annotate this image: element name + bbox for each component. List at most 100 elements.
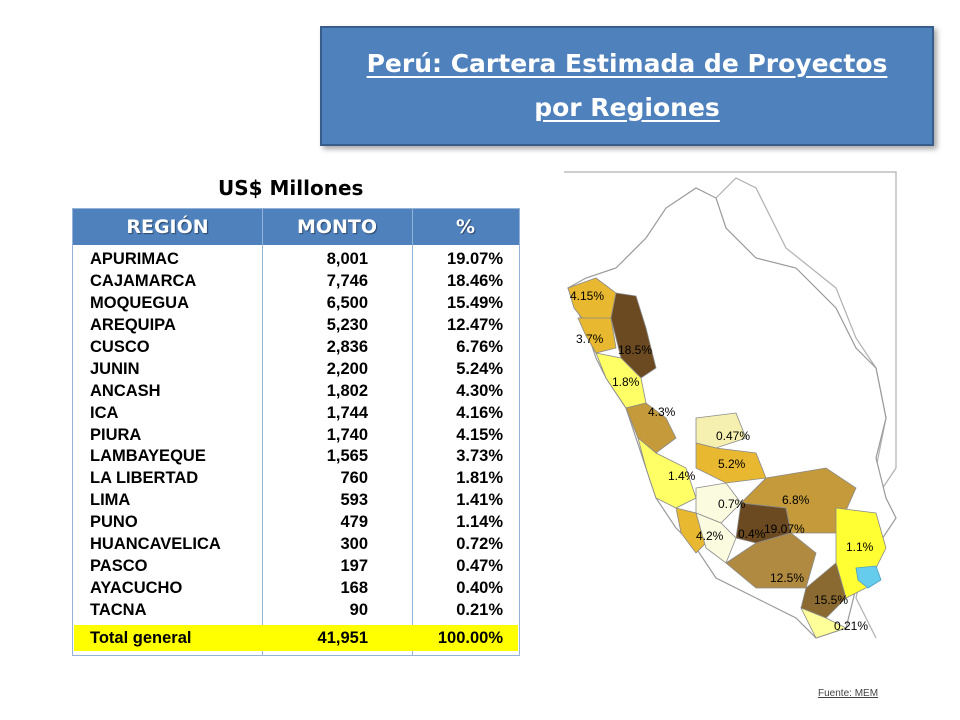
region-cell: LAMBAYEQUE [90, 447, 206, 466]
table-row: LA LIBERTAD 760 1.81% [73, 468, 519, 490]
title-line-2: por Regiones [534, 93, 720, 122]
region-lambayeque [577, 317, 617, 354]
region-cell: ANCASH [90, 381, 161, 400]
region-ayacucho [695, 512, 737, 564]
region-cell: CAJAMARCA [90, 272, 197, 291]
table-row: TACNA 90 0.21% [73, 599, 519, 621]
percent-cell: 0.72% [456, 535, 503, 554]
region-ica [675, 507, 707, 554]
total-row: Total general 41,951 100.00% [74, 625, 518, 651]
percent-cell: 5.24% [456, 359, 503, 378]
map-label-cusco: 6.8% [782, 493, 810, 507]
map-label-ayacucho: 0.4% [738, 527, 766, 541]
region-lima [637, 436, 697, 509]
table-row: PIURA 1,740 4.15% [73, 424, 519, 446]
peru-region-map: 4.15% 3.7% 18.5% 1.8% 4.3% 0.47% 5.2% 1.… [564, 171, 897, 639]
region-cell: CUSCO [90, 338, 150, 356]
region-pasco [695, 412, 747, 449]
units-label: US$ Millones [218, 176, 364, 200]
column-divider [412, 209, 413, 655]
table-row: JUNIN 2,200 5.24% [73, 358, 519, 380]
monto-cell: 593 [340, 491, 368, 510]
percent-cell: 0.47% [456, 556, 503, 575]
monto-cell: 2,836 [326, 338, 368, 356]
header-region: REGIÓN [126, 216, 209, 238]
map-label-puno: 1.1% [846, 540, 874, 554]
table-row: ANCASH 1,802 4.30% [73, 380, 519, 402]
total-label: Total general [90, 628, 192, 647]
monto-cell: 90 [349, 600, 368, 619]
monto-cell: 6,500 [326, 294, 368, 313]
lake-titicaca-icon [855, 565, 882, 589]
monto-cell: 2,200 [326, 359, 368, 378]
map-label-tacna: 0.21% [834, 619, 868, 633]
table-row: CUSCO 2,836 6.76% [73, 337, 519, 359]
region-cusco [740, 467, 857, 534]
title-box: Perú: Cartera Estimada de Proyectos por … [320, 26, 934, 146]
region-cell: MOQUEGUA [90, 294, 189, 313]
table-row: MOQUEGUA 6,500 15.49% [73, 293, 519, 315]
percent-cell: 1.14% [456, 513, 503, 532]
region-arequipa [725, 532, 817, 589]
map-label-moquegua: 15.5% [814, 593, 848, 607]
region-cell: ICA [90, 403, 119, 422]
map-label-la-libertad: 1.8% [612, 375, 640, 389]
region-cajamarca [610, 292, 657, 379]
table-row: APURIMAC 8,001 19.07% [73, 249, 519, 271]
map-label-cajamarca: 18.5% [618, 343, 652, 357]
monto-cell: 5,230 [326, 316, 368, 335]
region-cell: PIURA [90, 425, 142, 444]
table-body: APURIMAC 8,001 19.07% CAJAMARCA 7,746 18.46% M… [73, 249, 519, 621]
monto-cell: 1,740 [326, 425, 368, 444]
region-cell: PUNO [90, 513, 138, 532]
region-cell: JUNIN [90, 359, 140, 378]
table-row: PUNO 479 1.14% [73, 512, 519, 534]
region-cell: PASCO [90, 556, 148, 575]
table-row: CAJAMARCA 7,746 18.46% [73, 271, 519, 293]
map-label-pasco: 0.47% [716, 429, 750, 443]
header-monto: MONTO [296, 216, 378, 238]
percent-cell: 15.49% [447, 294, 503, 313]
percent-cell: 18.46% [447, 272, 503, 291]
map-label-arequipa: 12.5% [770, 571, 804, 585]
table-row: AYACUCHO 168 0.40% [73, 577, 519, 599]
table-row: LIMA 593 1.41% [73, 490, 519, 512]
table-header: REGIÓN MONTO % [73, 209, 519, 245]
region-cell: LIMA [90, 491, 131, 510]
title-line-1: Perú: Cartera Estimada de Proyectos [366, 49, 888, 78]
map-label-apurimac: 19.07% [764, 522, 805, 536]
percent-cell: 3.73% [456, 447, 503, 466]
region-cell: AYACUCHO [90, 578, 183, 597]
total-percent: 100.00% [437, 628, 503, 647]
percent-cell: 0.21% [456, 600, 503, 619]
map-label-lima: 1.4% [668, 469, 696, 483]
column-divider [262, 209, 263, 655]
region-cell: AREQUIPA [90, 316, 176, 335]
region-cell: HUANCAVELICA [90, 535, 221, 554]
percent-cell: 1.81% [456, 469, 503, 488]
monto-cell: 8,001 [326, 250, 368, 269]
percent-cell: 4.15% [456, 425, 503, 444]
map-label-ica: 4.2% [696, 529, 724, 543]
region-tacna [800, 607, 848, 639]
monto-cell: 1,565 [326, 447, 368, 466]
map-label-junin: 5.2% [718, 457, 746, 471]
percent-cell: 4.30% [456, 381, 503, 400]
region-cell: TACNA [90, 600, 147, 619]
header-percent: % [455, 216, 476, 238]
percent-cell: 0.40% [456, 578, 503, 597]
percent-cell: 12.47% [447, 316, 503, 335]
region-moquegua [800, 562, 847, 619]
monto-cell: 1,802 [326, 381, 368, 400]
monto-cell: 479 [340, 513, 368, 532]
percent-cell: 1.41% [456, 491, 503, 510]
table-row: LAMBAYEQUE 1,565 3.73% [73, 446, 519, 468]
source-link[interactable]: Fuente: MEM [818, 688, 879, 699]
map-label-ancash: 4.3% [648, 405, 676, 419]
monto-cell: 1,744 [326, 403, 368, 422]
total-monto: 41,951 [317, 628, 368, 647]
monto-cell: 300 [340, 535, 368, 554]
monto-cell: 197 [340, 556, 368, 575]
region-cell: APURIMAC [90, 250, 179, 269]
monto-cell: 760 [340, 469, 368, 488]
